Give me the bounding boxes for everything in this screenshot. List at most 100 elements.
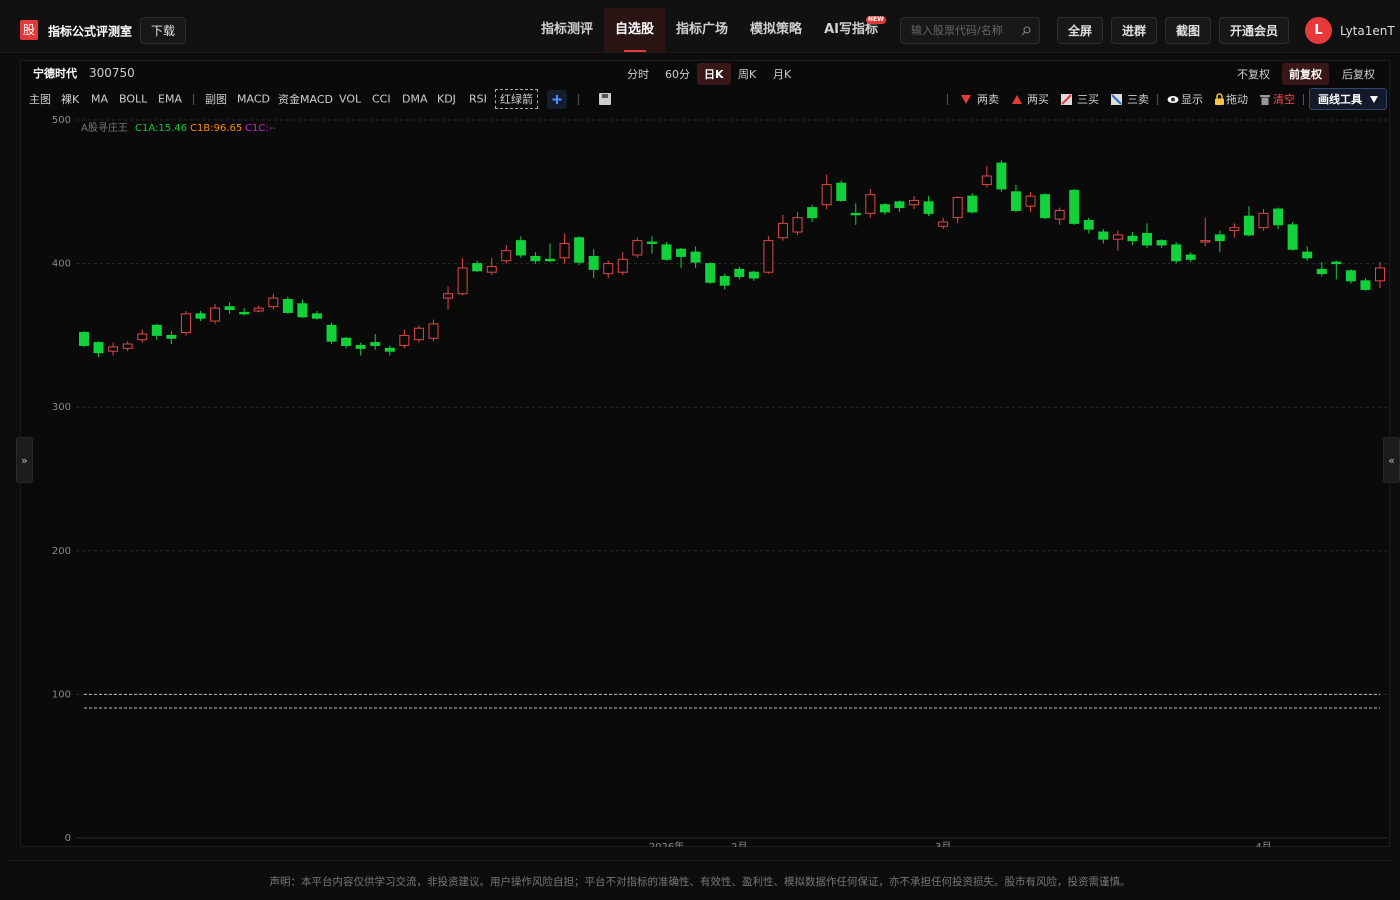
indicator-value: C1A:15.46 [135,123,187,134]
add-button[interactable] [547,90,567,109]
sub-indicator[interactable]: RSI [469,92,487,106]
candle-body [122,343,133,349]
y-tick-label: 200 [52,546,71,557]
signal[interactable]: 两买 [1027,93,1049,106]
candle-body [690,251,701,263]
indicator-value: C1C:-- [245,123,276,134]
separator [578,94,579,105]
y-tick-label: 100 [52,689,71,700]
candle-body [501,250,512,262]
candle-body [428,323,439,339]
separator [193,94,194,105]
candle-body [297,303,308,318]
candle-body [574,237,585,263]
avatar[interactable]: L [1305,17,1332,44]
indicator-value: C1B:96.65 [190,123,242,134]
candle-body [239,311,250,315]
candle-body [1025,195,1036,207]
period[interactable]: 周K [738,68,757,81]
period[interactable]: 60分 [665,68,690,81]
candle-body [137,333,148,341]
sub-indicator[interactable]: MACD [237,92,270,106]
download-button[interactable]: 下载 [140,17,187,44]
candle-body [180,313,191,334]
candle-body [1302,251,1313,259]
adjust[interactable]: 不复权 [1237,68,1270,81]
sub-indicator[interactable]: KDJ [437,92,456,106]
trash-icon [1260,95,1270,105]
candle-body [355,344,366,349]
main-indicator[interactable]: 裸K [61,93,80,106]
sub-indicator[interactable]: 红绿箭 [495,89,538,109]
candle-body [1054,209,1065,220]
sub-indicator[interactable]: CCI [372,92,391,106]
candle-body [1229,227,1240,232]
candle-body [1331,261,1342,265]
adjust[interactable]: 前复权 [1282,63,1329,85]
nav-item[interactable]: 指标广场 [676,22,729,37]
period[interactable]: 月K [773,68,792,81]
app-name[interactable]: 指标公式评测室 [48,24,133,39]
main-indicator[interactable]: EMA [158,92,182,106]
candle-body [224,306,235,311]
signal[interactable]: 三买 [1077,93,1099,106]
candle-body [632,240,643,256]
period[interactable]: 日K [697,63,731,85]
nav-item[interactable]: AI写指标 [824,22,878,37]
signal[interactable]: 三卖 [1127,93,1149,106]
header-button[interactable]: 截图 [1165,17,1212,44]
nav-item[interactable]: 模拟策略 [750,22,803,37]
candle-body [1375,267,1385,282]
candle-body [1345,270,1356,282]
header-button[interactable]: 全屏 [1057,17,1104,44]
main-indicator[interactable]: BOLL [119,92,148,106]
line-icon [1061,94,1072,105]
username[interactable]: Lyta1enT [1340,24,1395,38]
candle-body [879,204,890,213]
candle-body [486,265,497,273]
sub-indicator[interactable]: VOL [339,92,362,106]
candle-body [967,195,978,213]
adjust[interactable]: 后复权 [1342,68,1375,81]
candle-body [457,267,468,295]
candle-body [93,342,104,354]
save-icon[interactable] [599,93,611,105]
right-toggle[interactable]: « [1383,437,1400,483]
main-indicator[interactable]: MA [91,92,109,106]
candle-body [792,217,803,233]
main-label: 主图 [29,93,51,106]
signal[interactable]: 两卖 [977,93,999,106]
candle-body [821,184,832,206]
candle-body [253,307,264,312]
nav-item[interactable]: 自选股 [604,8,666,52]
eye-icon [1167,96,1179,103]
header-button[interactable]: 进群 [1111,17,1158,44]
candle-body [850,212,861,216]
candle-body [1185,254,1196,260]
search-box[interactable]: 输入股票代码/名称 [900,17,1040,44]
sub-indicator[interactable]: DMA [402,92,428,106]
logo[interactable]: 股 [20,20,38,40]
candle-body [1010,191,1021,211]
candle-body [166,334,177,339]
y-tick-label: 400 [52,259,71,270]
candle-body [559,242,570,259]
nav-item[interactable]: 指标测评 [541,22,594,37]
header-button[interactable]: 开通会员 [1219,17,1290,44]
left-toggle[interactable]: » [16,437,33,483]
y-tick-label: 500 [52,115,71,126]
draw-tools-button[interactable]: 画线工具 [1309,88,1387,110]
candle-body [1069,189,1080,224]
drag-toggle[interactable]: 拖动 [1226,93,1248,106]
candle-body [1127,235,1138,242]
sub-indicator[interactable]: 资金MACD [278,93,333,106]
clear-button[interactable]: 清空 [1273,93,1295,106]
period[interactable]: 分时 [627,68,649,81]
show-toggle[interactable]: 显示 [1181,93,1203,106]
candle-body [311,313,322,319]
candle-body [326,324,337,342]
candle-body [617,258,628,273]
candle-body [1171,244,1182,262]
candle-body [1040,194,1051,219]
candle-body [836,182,847,201]
